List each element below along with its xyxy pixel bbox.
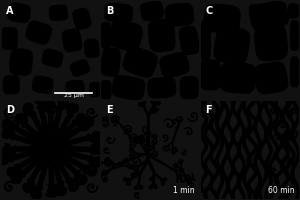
Polygon shape — [291, 21, 298, 50]
Polygon shape — [2, 28, 17, 49]
Text: 60 min: 60 min — [268, 186, 295, 195]
Polygon shape — [179, 26, 199, 55]
Polygon shape — [109, 20, 142, 51]
Polygon shape — [73, 8, 91, 29]
Polygon shape — [214, 27, 250, 64]
Polygon shape — [160, 53, 189, 77]
Polygon shape — [66, 81, 84, 95]
Polygon shape — [101, 23, 111, 48]
Text: E: E — [106, 105, 112, 115]
Polygon shape — [165, 4, 194, 26]
Polygon shape — [255, 62, 287, 94]
Text: C: C — [206, 6, 213, 16]
Text: F: F — [206, 105, 212, 115]
Polygon shape — [70, 60, 89, 76]
Polygon shape — [200, 60, 220, 90]
Polygon shape — [123, 47, 157, 77]
Polygon shape — [32, 131, 69, 165]
Text: A: A — [6, 6, 14, 16]
Polygon shape — [4, 76, 19, 94]
Polygon shape — [255, 24, 287, 60]
Polygon shape — [101, 81, 111, 99]
Polygon shape — [50, 5, 67, 20]
Polygon shape — [32, 76, 53, 93]
Polygon shape — [148, 77, 176, 98]
Text: B: B — [106, 6, 113, 16]
Polygon shape — [200, 21, 210, 60]
Polygon shape — [289, 4, 298, 18]
Polygon shape — [102, 48, 120, 76]
Polygon shape — [105, 4, 133, 22]
Polygon shape — [220, 63, 256, 93]
Polygon shape — [141, 1, 163, 20]
Polygon shape — [250, 2, 288, 30]
Polygon shape — [250, 5, 259, 17]
Polygon shape — [42, 49, 63, 67]
Polygon shape — [85, 39, 99, 57]
Polygon shape — [291, 57, 298, 87]
Polygon shape — [148, 19, 175, 52]
Polygon shape — [204, 4, 240, 33]
Polygon shape — [26, 21, 51, 44]
Polygon shape — [112, 76, 145, 100]
Polygon shape — [90, 83, 100, 97]
Polygon shape — [10, 49, 32, 75]
Polygon shape — [8, 3, 30, 22]
Text: D: D — [6, 105, 14, 115]
Text: 25 μm: 25 μm — [64, 93, 83, 98]
Polygon shape — [62, 29, 82, 52]
Text: 1 min: 1 min — [173, 186, 195, 195]
Polygon shape — [180, 77, 198, 99]
